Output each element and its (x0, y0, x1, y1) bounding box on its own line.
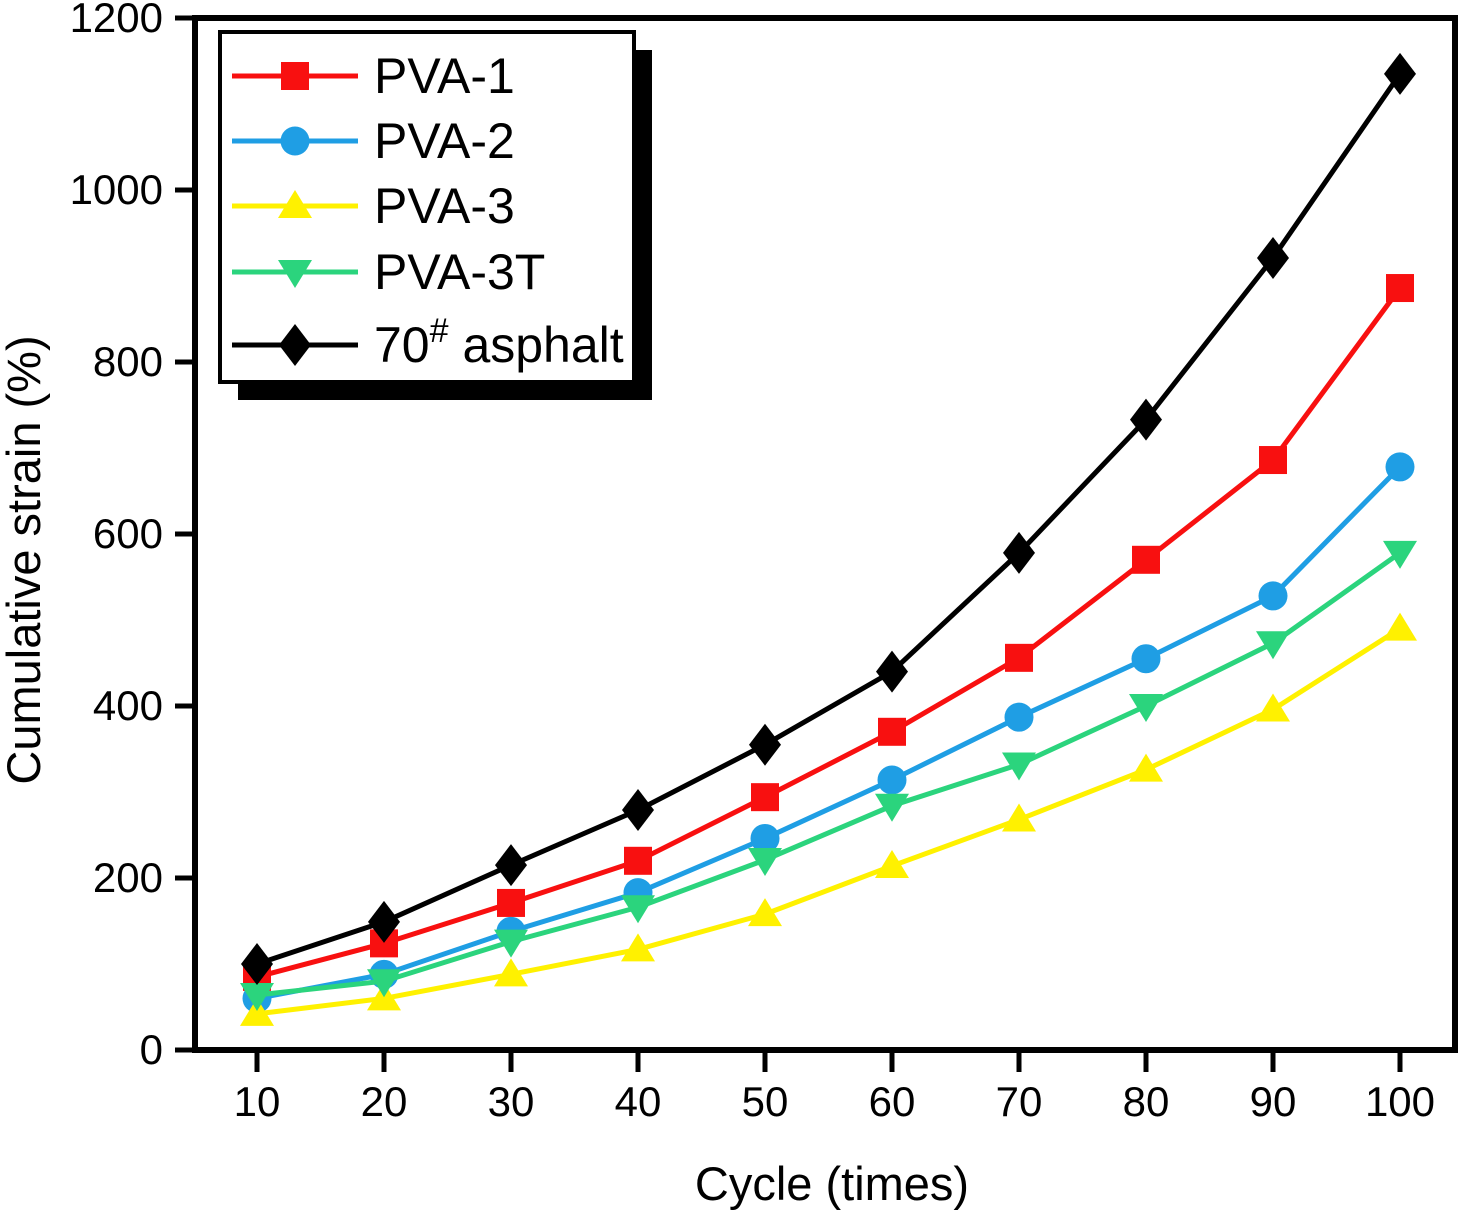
marker-pva-2 (1131, 644, 1161, 674)
y-tick-label: 1000 (70, 166, 163, 213)
y-tick-label: 800 (93, 338, 163, 385)
marker-pva-3t (1383, 540, 1417, 569)
marker-70-asphalt (1130, 398, 1162, 441)
x-tick-label: 40 (615, 1078, 662, 1125)
legend-marker-pva-3 (278, 190, 312, 218)
marker-pva-3 (621, 933, 655, 962)
marker-pva-1 (751, 783, 779, 812)
marker-pva-3 (1129, 753, 1163, 782)
marker-70-asphalt (876, 650, 908, 693)
legend-label-pva-3t: PVA-3T (374, 244, 545, 300)
marker-pva-3t (621, 895, 655, 924)
legend-marker-70-asphalt (279, 324, 311, 366)
legend-label-pva-3: PVA-3 (374, 178, 515, 234)
x-tick-label: 60 (869, 1078, 916, 1125)
y-tick-label: 600 (93, 510, 163, 557)
marker-pva-1 (878, 717, 906, 746)
marker-pva-3t (875, 793, 909, 822)
marker-pva-3 (1002, 803, 1036, 832)
marker-70-asphalt (241, 943, 273, 985)
y-tick-label: 0 (140, 1026, 163, 1073)
marker-pva-2 (750, 823, 780, 853)
marker-pva-1 (497, 888, 525, 917)
y-axis-title: Cumulative strain (%) (0, 335, 50, 784)
marker-pva-3t (367, 969, 401, 998)
x-tick-label: 10 (234, 1078, 281, 1125)
series-line-70-asphalt (256, 72, 1403, 967)
x-tick-label: 20 (361, 1078, 408, 1125)
marker-70-asphalt (1003, 531, 1035, 574)
marker-pva-2 (1385, 452, 1415, 482)
x-tick-label: 80 (1123, 1078, 1170, 1125)
marker-70-asphalt (495, 844, 527, 887)
marker-pva-1 (1005, 643, 1033, 672)
marker-pva-3t (1256, 631, 1290, 660)
marker-pva-3t (1129, 694, 1163, 722)
y-tick-label: 400 (93, 682, 163, 729)
series-line-pva-3t (256, 550, 1402, 998)
marker-pva-3t (240, 982, 274, 1011)
marker-pva-2 (1258, 581, 1288, 611)
legend-marker-pva-1 (281, 62, 309, 90)
x-axis-title: Cycle (times) (695, 1157, 969, 1210)
marker-70-asphalt (1384, 52, 1416, 95)
marker-pva-3t (748, 847, 782, 876)
x-tick-label: 90 (1250, 1078, 1297, 1125)
marker-70-asphalt (749, 723, 781, 766)
x-tick-label: 30 (488, 1078, 535, 1125)
legend-label-pva-1: PVA-1 (374, 48, 515, 104)
legend-marker-pva-2 (280, 126, 310, 156)
x-tick-label: 70 (996, 1078, 1043, 1125)
series-line-pva-1 (256, 286, 1403, 980)
marker-pva-3 (748, 898, 782, 927)
marker-pva-2 (1004, 702, 1034, 732)
marker-70-asphalt (622, 789, 654, 832)
y-tick-label: 200 (93, 854, 163, 901)
x-tick-label: 100 (1365, 1078, 1435, 1125)
marker-pva-1 (1259, 446, 1287, 475)
marker-pva-3t (494, 929, 528, 958)
series-line-pva-2 (256, 465, 1402, 1001)
marker-pva-3 (875, 849, 909, 878)
marker-pva-1 (624, 846, 652, 875)
marker-pva-3 (240, 997, 274, 1026)
marker-pva-1 (1386, 274, 1414, 303)
series-line-pva-3 (256, 626, 1402, 1017)
y-tick-label: 1200 (70, 0, 163, 41)
legend-label-70-asphalt: 70# asphalt (374, 312, 624, 373)
marker-pva-1 (1132, 545, 1160, 574)
marker-pva-3 (1256, 693, 1290, 722)
marker-pva-3 (1383, 612, 1417, 641)
x-tick-label: 50 (742, 1078, 789, 1125)
legend-marker-pva-3t (278, 260, 312, 288)
marker-pva-3 (494, 958, 528, 987)
marker-pva-2 (877, 765, 907, 795)
marker-70-asphalt (368, 900, 400, 943)
marker-pva-3t (1002, 752, 1036, 781)
marker-70-asphalt (1257, 236, 1289, 279)
legend-label-pva-2: PVA-2 (374, 113, 515, 169)
